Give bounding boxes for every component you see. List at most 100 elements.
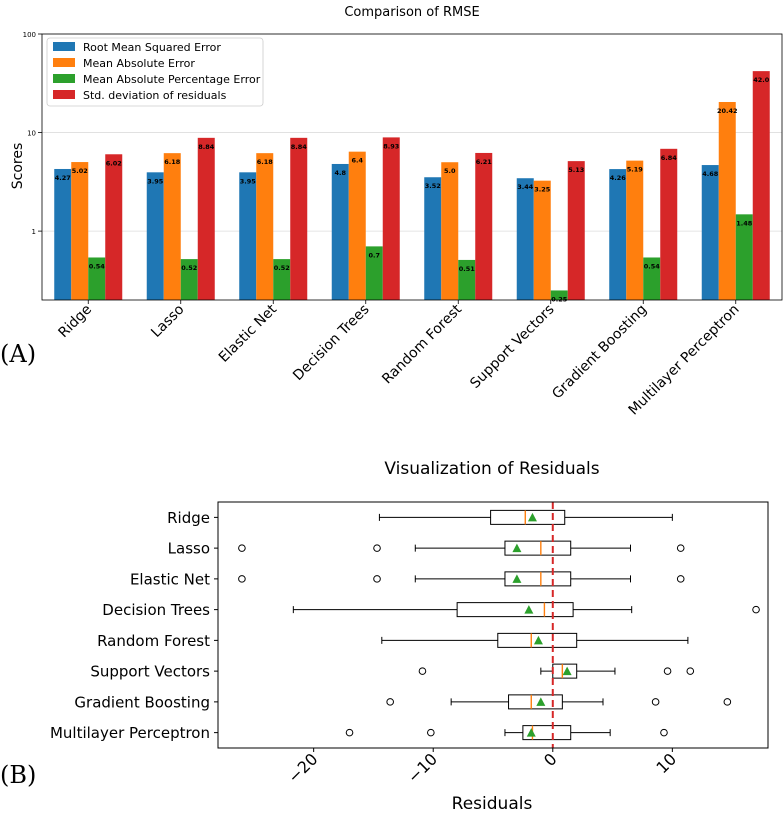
data-label-mean-absolute-percentage-error-lasso: 0.52 — [181, 264, 197, 272]
mean-marker-ridge — [527, 512, 537, 522]
outlier-gradient-boosting — [651, 698, 660, 706]
box-gradient-boosting — [508, 694, 563, 710]
y-tick-label: 100 — [23, 31, 36, 39]
data-label-root-mean-squared-error-multilayer-perceptron: 4.68 — [702, 170, 719, 178]
data-label-mean-absolute-error-support-vectors: 3.25 — [534, 186, 551, 194]
legend-label-mae: Mean Absolute Error — [83, 57, 195, 70]
bar-std-deviation-of-residuals-lasso — [197, 137, 215, 300]
data-label-root-mean-squared-error-decision-trees: 4.8 — [334, 169, 346, 177]
bar-mean-absolute-percentage-error-ridge — [88, 257, 106, 300]
mean-marker-elastic-net — [512, 574, 522, 583]
bar-mean-absolute-percentage-error-gradient-boosting — [643, 257, 661, 300]
data-label-std-deviation-of-residuals-elastic-net: 8.84 — [291, 143, 308, 151]
data-label-mean-absolute-error-elastic-net: 6.18 — [257, 158, 274, 166]
outlier-multilayer-perceptron — [345, 728, 354, 737]
bar-mean-absolute-percentage-error-elastic-net — [273, 259, 291, 300]
y-tick-label-decision-trees: Decision Trees — [102, 601, 210, 619]
bar-chart-plot-frame — [41, 33, 783, 301]
bar-mean-absolute-percentage-error-decision-trees — [365, 246, 383, 300]
outlier-lasso — [676, 544, 685, 552]
box-plot-markers — [238, 512, 760, 737]
data-label-root-mean-squared-error-support-vectors: 3.44 — [517, 183, 534, 191]
bar-root-mean-squared-error-support-vectors — [516, 178, 534, 300]
box-plot-x-axis-label: Residuals — [452, 794, 533, 813]
data-label-std-deviation-of-residuals-lasso: 8.84 — [198, 143, 215, 151]
outlier-gradient-boosting — [723, 698, 732, 706]
data-label-std-deviation-of-residuals-decision-trees: 8.93 — [383, 142, 399, 150]
mean-marker-lasso — [512, 543, 522, 553]
panel-label-a: (A) — [0, 340, 36, 368]
data-label-mean-absolute-error-gradient-boosting: 5.19 — [627, 166, 644, 174]
bar-mean-absolute-percentage-error-lasso — [180, 259, 198, 300]
bar-mean-absolute-error-decision-trees — [348, 151, 366, 300]
bar-std-deviation-of-residuals-support-vectors — [567, 161, 585, 300]
data-label-mean-absolute-percentage-error-elastic-net: 0.52 — [274, 264, 290, 272]
data-label-std-deviation-of-residuals-multilayer-perceptron: 42.0 — [753, 76, 770, 84]
data-label-std-deviation-of-residuals-support-vectors: 5.13 — [568, 166, 584, 174]
bar-root-mean-squared-error-lasso — [146, 172, 164, 300]
bar-mean-absolute-error-gradient-boosting — [626, 160, 644, 300]
data-label-mean-absolute-error-decision-trees: 6.4 — [351, 157, 363, 165]
bar-std-deviation-of-residuals-decision-trees — [382, 137, 400, 300]
box-plot-y-ticks: Ridge Lasso Elastic Net Decision Trees Rando… — [50, 509, 218, 742]
bar-chart-panel: Comparison of RMSE Scores 4.275.02 0.54 6.… — [0, 5, 783, 418]
outlier-elastic-net — [238, 575, 246, 583]
bar-root-mean-squared-error-ridge — [54, 168, 72, 300]
bar-root-mean-squared-error-gradient-boosting — [609, 169, 627, 300]
bar-mean-absolute-percentage-error-support-vectors — [550, 290, 568, 300]
y-tick-label-elastic-net: Elastic Net — [130, 570, 210, 588]
outlier-elastic-net — [373, 575, 381, 583]
data-label-mean-absolute-error-random-forest: 5.0 — [444, 167, 456, 175]
panel-label-b: (B) — [0, 761, 36, 789]
bar-mean-absolute-error-random-forest — [441, 162, 459, 300]
data-label-mean-absolute-percentage-error-support-vectors: 0.25 — [551, 295, 568, 303]
bar-root-mean-squared-error-elastic-net — [239, 172, 257, 300]
box-plot-boxes — [292, 509, 689, 741]
data-label-mean-absolute-percentage-error-gradient-boosting: 0.54 — [644, 262, 661, 270]
data-label-std-deviation-of-residuals-random-forest: 6.21 — [476, 158, 493, 166]
y-tick-label-gradient-boosting: Gradient Boosting — [74, 693, 210, 711]
x-tick-label-ridge: Ridge — [55, 302, 95, 342]
x-tick-label: −10 — [404, 749, 441, 786]
box-lasso — [504, 540, 572, 556]
box-elastic-net — [504, 571, 572, 587]
bar-chart-y-ticks: 1 10 100 — [23, 31, 42, 236]
bar-std-deviation-of-residuals-random-forest — [475, 152, 493, 300]
legend-swatch-mae — [53, 58, 75, 67]
bar-root-mean-squared-error-multilayer-perceptron — [701, 165, 719, 300]
y-tick-label-support-vectors: Support Vectors — [90, 663, 210, 681]
data-label-mean-absolute-percentage-error-ridge: 0.54 — [89, 262, 106, 270]
bar-mean-absolute-error-elastic-net — [256, 153, 274, 300]
bar-std-deviation-of-residuals-elastic-net — [290, 137, 308, 300]
bar-std-deviation-of-residuals-ridge — [105, 154, 123, 300]
outlier-multilayer-perceptron — [660, 728, 668, 737]
legend-label-rmse: Root Mean Squared Error — [83, 41, 221, 54]
x-tick-label-support-vectors: Support Vectors — [467, 302, 557, 392]
bar-chart-data-labels: 4.275.02 0.54 6.02 3.95 6.18 0.52 8.84 3.95 6.18… — [55, 76, 770, 303]
x-tick-label-elastic-net: Elastic Net — [216, 301, 281, 366]
x-tick-label: −20 — [284, 749, 321, 786]
outlier-support-vectors — [418, 667, 427, 675]
data-label-mean-absolute-error-lasso: 6.18 — [164, 158, 181, 166]
box-ridge — [490, 509, 566, 525]
data-label-root-mean-squared-error-elastic-net: 3.95 — [240, 177, 257, 185]
bar-mean-absolute-error-support-vectors — [533, 180, 551, 300]
box-support-vectors — [552, 663, 578, 679]
outlier-elastic-net — [676, 575, 685, 583]
data-label-std-deviation-of-residuals-ridge: 6.02 — [106, 159, 122, 167]
bar-chart-legend: Root Mean Squared Error Mean Absolute Er… — [46, 37, 264, 107]
mean-marker-decision-trees — [524, 605, 534, 614]
y-tick-label-ridge: Ridge — [167, 509, 210, 527]
data-label-mean-absolute-percentage-error-random-forest: 0.51 — [459, 265, 476, 273]
y-tick-label-random-forest: Random Forest — [97, 632, 210, 650]
bar-mean-absolute-percentage-error-multilayer-perceptron — [735, 214, 753, 300]
outlier-gradient-boosting — [386, 698, 394, 706]
outlier-lasso — [373, 544, 381, 552]
bar-std-deviation-of-residuals-gradient-boosting — [660, 148, 678, 300]
legend-swatch-rmse — [53, 42, 75, 51]
bar-mean-absolute-percentage-error-random-forest — [458, 259, 476, 300]
bar-chart-y-axis-label: Scores — [10, 143, 26, 190]
box-plot-panel: Visualization of Residuals Ridge Lasso Ela… — [0, 459, 769, 813]
legend-label-mape: Mean Absolute Percentage Error — [83, 73, 261, 86]
